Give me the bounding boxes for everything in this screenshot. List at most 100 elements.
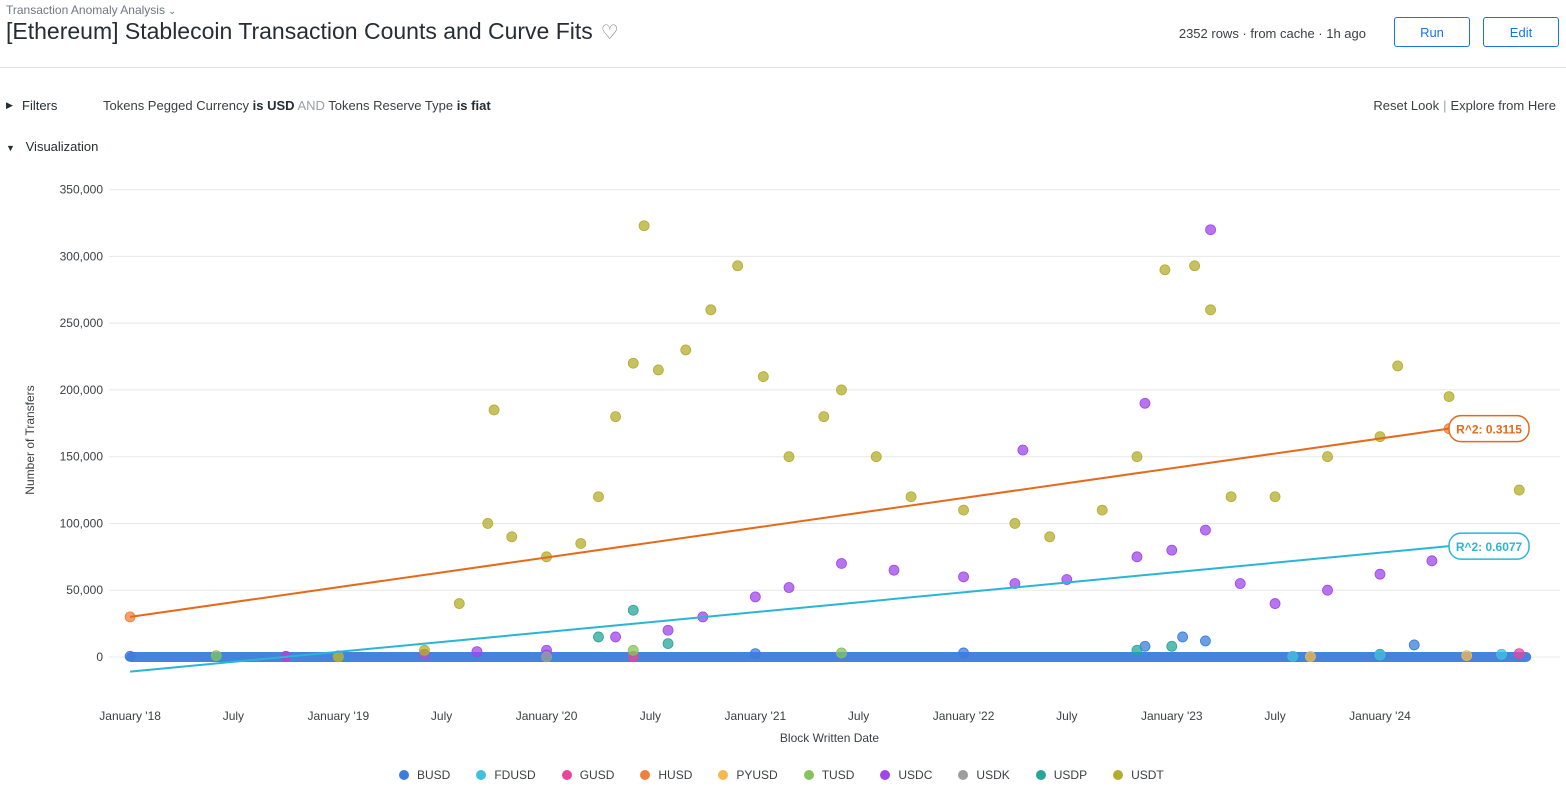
point-usdt: [1269, 491, 1281, 503]
point-usdt: [958, 504, 969, 516]
point-tusd: [210, 650, 222, 662]
legend-item-pyusd[interactable]: PYUSD: [718, 768, 778, 782]
point-usdc: [1269, 598, 1281, 609]
caret-down-icon: ▼: [6, 143, 15, 153]
legend-label: USDC: [898, 768, 933, 782]
look-actions: Reset Look | Explore from Here: [1373, 98, 1556, 113]
fit-label-box: [1448, 414, 1530, 443]
point-usdt: [870, 451, 882, 463]
point-busd: [1200, 635, 1211, 647]
legend-item-tusd[interactable]: TUSD: [803, 768, 854, 782]
legend-item-gusd[interactable]: GUSD: [561, 768, 615, 782]
x-tick-label: July: [223, 709, 244, 723]
reset-look-link[interactable]: Reset Look: [1373, 98, 1440, 113]
point-usdt: [757, 371, 769, 382]
y-tick-label: 250,000: [60, 316, 104, 330]
point-busd: [958, 647, 969, 659]
legend-item-usdp[interactable]: USDP: [1035, 768, 1087, 782]
point-pyusd: [1305, 651, 1316, 662]
point-usdt: [905, 491, 917, 503]
page-title: [Ethereum] Stablecoin Transaction Counts…: [6, 18, 619, 45]
point-usdc: [1131, 551, 1143, 563]
point-usdp: [593, 631, 604, 643]
point-usdt: [783, 451, 795, 463]
legend-item-fdusd[interactable]: FDUSD: [476, 768, 536, 782]
point-usdp: [662, 638, 674, 649]
breadcrumb-label: Transaction Anomaly Analysis: [6, 3, 165, 17]
x-axis-title: Block Written Date: [780, 731, 879, 745]
point-usdc: [1374, 568, 1386, 580]
explore-link[interactable]: Explore from Here: [1450, 98, 1556, 113]
point-usdc: [1139, 397, 1151, 409]
point-usdt: [1044, 531, 1056, 543]
point-usdc: [1200, 524, 1211, 536]
point-busd: [1408, 639, 1420, 651]
y-axis-title: Number of Transfers: [23, 385, 37, 494]
y-tick-label: 0: [96, 650, 103, 664]
point-usdc: [1205, 224, 1216, 236]
point-usdt: [638, 220, 650, 232]
separator: |: [1443, 98, 1447, 113]
filters-label: Filters: [22, 98, 58, 113]
chart-legend: BUSD FDUSD GUSD HUSD PYUSD TUSD USDC USDK USDP US…: [399, 768, 1190, 782]
breadcrumb[interactable]: Transaction Anomaly Analysis ⌄: [6, 3, 176, 17]
legend-label: GUSD: [579, 768, 615, 782]
x-tick-label: July: [1264, 709, 1285, 723]
row-count-meta: 2352 rows · from cache · 1h ago: [1178, 26, 1366, 41]
point-usdt: [1189, 260, 1200, 272]
legend-item-busd[interactable]: BUSD: [399, 768, 450, 782]
legend-label: BUSD: [417, 768, 451, 782]
legend-dot: [718, 770, 729, 780]
filter-and: AND: [297, 98, 325, 113]
legend-label: HUSD: [658, 768, 693, 782]
point-usdc: [749, 591, 761, 603]
point-usdc: [1322, 584, 1333, 596]
filters-toggle[interactable]: ▶ Filters: [6, 98, 57, 113]
point-usdt: [610, 411, 621, 423]
point-usdp: [627, 604, 639, 616]
legend-item-usdt[interactable]: USDT: [1113, 768, 1164, 782]
point-usdt: [1322, 451, 1333, 463]
legend-dot: [803, 770, 814, 780]
legend-label: USDK: [976, 768, 1010, 782]
point-usdc: [836, 558, 847, 569]
point-usdt: [1096, 504, 1108, 516]
scatter-chart: 0 50,000 100,000 150,000 200,000 250,000 300,0…: [23, 183, 1560, 745]
legend-item-usdc[interactable]: USDC: [880, 768, 932, 782]
legend-dot: [958, 770, 969, 780]
point-usdt: [680, 344, 692, 356]
legend-dot: [1113, 770, 1124, 780]
point-usdt: [1392, 360, 1404, 372]
point-usdt: [627, 357, 639, 369]
point-usdt: [506, 531, 518, 543]
filter-2-field: Tokens Reserve Type: [328, 98, 454, 113]
point-usdt: [575, 538, 587, 549]
legend-item-usdk[interactable]: USDK: [958, 768, 1010, 782]
point-usdc: [1234, 578, 1246, 589]
visualization-toggle[interactable]: ▼ Visualization: [6, 139, 98, 154]
x-tick-label: July: [848, 709, 869, 723]
point-usdc: [662, 624, 674, 636]
legend-dot: [880, 770, 891, 780]
x-tick-label: July: [640, 709, 661, 723]
y-tick-label: 300,000: [60, 249, 104, 263]
filter-summary[interactable]: Tokens Pegged Currency is USD AND Tokens…: [103, 98, 491, 113]
point-usdc: [1009, 578, 1021, 589]
point-usdk: [541, 651, 552, 663]
legend-item-husd[interactable]: HUSD: [640, 768, 692, 782]
y-tick-label: 50,000: [66, 583, 103, 597]
point-fdusd: [1496, 648, 1507, 660]
heart-icon[interactable]: ♡: [600, 22, 619, 44]
point-usdt: [1205, 304, 1216, 316]
point-usdt: [593, 491, 604, 503]
run-button[interactable]: Run: [1394, 17, 1470, 47]
point-usdc: [610, 631, 621, 643]
visualization-label: Visualization: [25, 139, 99, 154]
filter-1-op: is: [252, 98, 264, 113]
x-tick-label: January '23: [1141, 709, 1203, 723]
filter-2-value: fiat: [471, 98, 491, 113]
legend-dot: [476, 770, 487, 780]
fit-r2-label: R^2: 0.3115: [1456, 423, 1522, 437]
point-usdc: [1426, 555, 1438, 567]
edit-button[interactable]: Edit: [1483, 17, 1559, 47]
